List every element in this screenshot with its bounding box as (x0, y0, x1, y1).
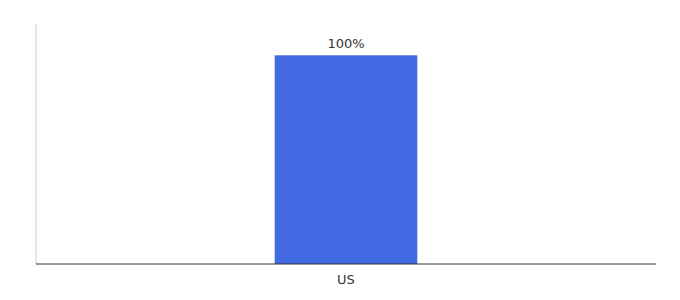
chart-container: US 100% (0, 0, 680, 300)
chart-svg: US 100% (0, 0, 680, 300)
bars (275, 55, 418, 264)
bar (275, 55, 418, 264)
data-label: 100% (327, 36, 364, 51)
x-tick-label: US (337, 272, 355, 287)
x-axis-line (36, 264, 656, 265)
y-axis-line (36, 24, 37, 264)
